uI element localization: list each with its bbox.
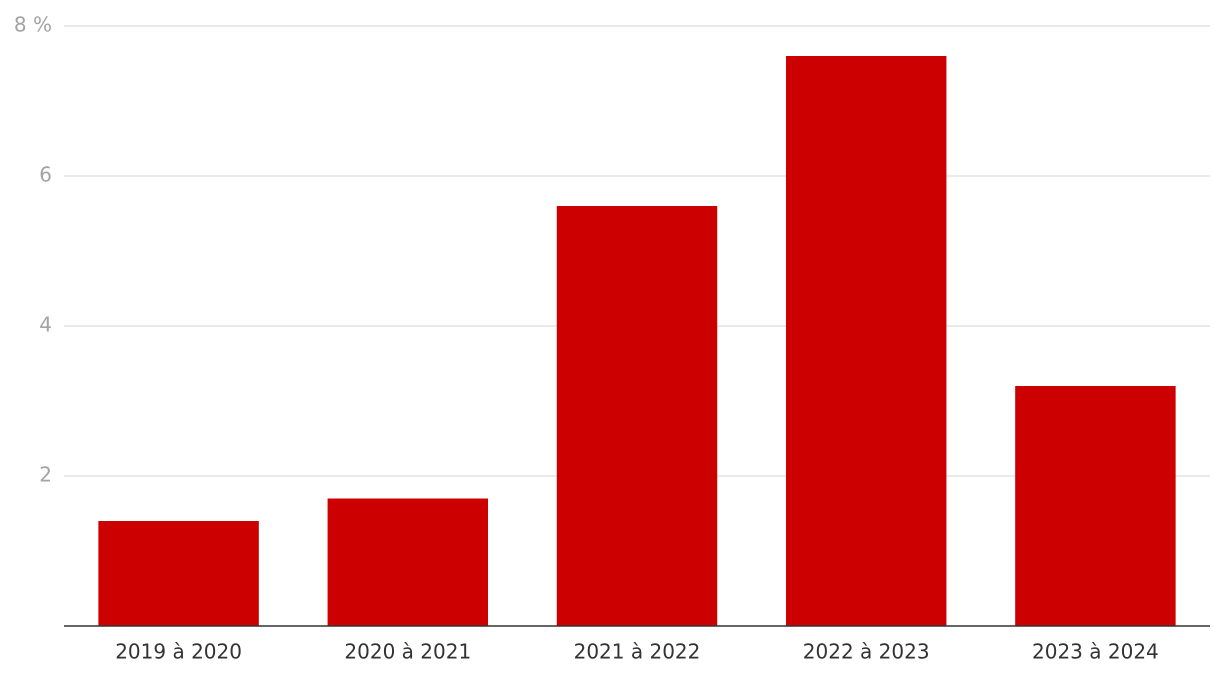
- bar: [98, 521, 259, 626]
- x-tick-label: 2020 à 2021: [344, 640, 471, 664]
- bar: [785, 56, 947, 626]
- y-tick-label: 6: [39, 163, 52, 187]
- x-tick-label: 2021 à 2022: [574, 640, 701, 664]
- bar: [327, 498, 489, 626]
- x-tick-label: 2022 à 2023: [803, 640, 930, 664]
- x-tick-label: 2019 à 2020: [115, 640, 242, 664]
- x-tick-label: 2023 à 2024: [1032, 640, 1159, 664]
- y-tick-label: 4: [39, 313, 52, 337]
- y-tick-label: 2: [39, 463, 52, 487]
- y-tick-label: 8 %: [14, 13, 52, 37]
- bar: [1015, 386, 1176, 626]
- bar: [556, 206, 718, 626]
